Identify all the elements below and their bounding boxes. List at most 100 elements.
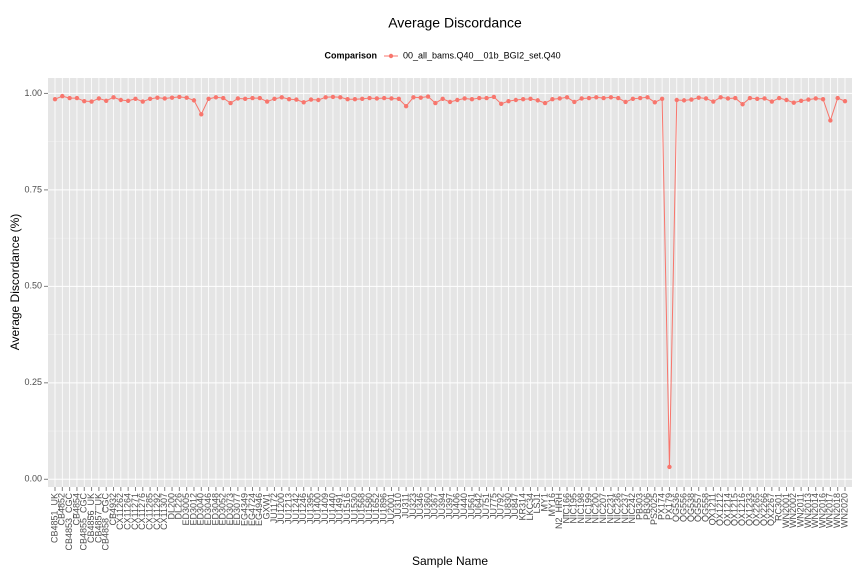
y-tick-label: 0.50 — [24, 281, 42, 291]
x-tick-label: QX1216 — [737, 493, 747, 526]
x-tick-label: PX179 — [664, 493, 674, 520]
data-point — [586, 95, 592, 101]
data-point — [162, 96, 167, 101]
data-point — [499, 101, 504, 107]
x-tick-label: QX1233 — [744, 493, 754, 526]
data-point — [308, 97, 314, 102]
x-tick-label: JU406 — [452, 493, 462, 519]
x-tick-label: QX1215 — [730, 493, 740, 526]
x-tick-label: WN2020 — [839, 493, 849, 528]
x-tick-label: ED3005 — [181, 493, 191, 526]
x-tick-label: QX1211 — [708, 493, 718, 525]
x-tick-label: JU1896 — [379, 493, 389, 524]
data-point — [301, 100, 306, 105]
x-tick-label: CB4857_UK — [93, 493, 103, 543]
x-tick-label: JU1568 — [357, 493, 367, 524]
x-tick-label: QG538 — [686, 493, 696, 522]
x-tick-label: ED3048 — [210, 493, 220, 526]
data-point — [316, 97, 321, 103]
data-point — [96, 96, 102, 101]
data-point — [637, 95, 643, 101]
data-point — [455, 97, 460, 103]
x-tick-label: JU1440 — [327, 493, 337, 524]
data-point — [367, 95, 372, 101]
x-tick-label: JU792 — [496, 493, 506, 519]
x-tick-label: WN2017 — [825, 493, 835, 528]
x-tick-label: PS2025 — [649, 493, 659, 525]
data-point — [330, 94, 336, 100]
x-tick-label: LKC34 — [525, 493, 535, 521]
x-tick-label: NIC198 — [576, 493, 586, 524]
data-point — [820, 97, 826, 102]
x-tick-label: EG4724 — [247, 493, 257, 526]
x-tick-label: JU323 — [408, 493, 418, 519]
x-tick-label: ED3052 — [218, 493, 228, 526]
x-tick-label: CB4851_UK — [49, 493, 59, 543]
x-tick-label: JU1409 — [320, 493, 330, 524]
x-tick-label: JU1516 — [342, 493, 352, 524]
x-tick-label: LSJ1 — [532, 493, 542, 514]
data-point — [235, 96, 241, 101]
x-tick-label: JU397 — [444, 493, 454, 519]
x-tick-label: PB303 — [635, 493, 645, 520]
x-tick-label: PX174 — [657, 493, 667, 520]
x-tick-label: JU360 — [422, 493, 432, 519]
y-tick-label: 1.00 — [24, 88, 42, 98]
data-point — [703, 96, 709, 101]
x-tick-label: JU1395 — [305, 493, 315, 524]
data-point — [769, 99, 775, 104]
x-tick-label: CX11264 — [123, 493, 133, 530]
x-tick-label: CX11285 — [144, 493, 154, 530]
x-tick-label: JU367 — [430, 493, 440, 519]
data-point — [542, 100, 548, 106]
x-tick-label: JU1200 — [276, 493, 286, 524]
data-point — [594, 95, 599, 100]
data-point — [82, 98, 87, 104]
data-point — [418, 95, 423, 100]
x-tick-label: CX11276 — [137, 493, 147, 530]
data-point — [506, 98, 511, 104]
data-point — [696, 95, 701, 100]
data-point — [440, 96, 445, 102]
data-point — [169, 95, 175, 100]
x-tick-label: CX11292 — [152, 493, 162, 530]
data-point — [279, 95, 284, 100]
data-point — [433, 100, 438, 106]
x-tick-label: JU775 — [488, 493, 498, 519]
x-tick-label: JU1242 — [291, 493, 301, 524]
x-tick-label: N2_HRH — [554, 493, 564, 529]
data-point — [381, 95, 387, 101]
data-point — [776, 95, 782, 101]
data-point — [125, 98, 131, 103]
x-tick-label: JU1246 — [298, 493, 308, 524]
data-point — [740, 102, 745, 107]
data-point — [477, 95, 482, 101]
x-tick-label: WN2011 — [795, 493, 805, 527]
data-point — [491, 94, 497, 100]
data-point — [762, 96, 767, 101]
x-tick-label: JU642 — [474, 493, 484, 519]
x-tick-label: QX2267 — [766, 493, 776, 526]
x-tick-label: QX1212 — [715, 493, 725, 526]
data-point — [199, 112, 204, 117]
data-point — [718, 95, 723, 100]
y-axis-title: Average Discordance (%) — [8, 214, 22, 351]
data-point — [535, 98, 540, 103]
data-point — [89, 99, 94, 104]
x-tick-label: QX1214 — [722, 493, 732, 526]
data-point — [425, 94, 431, 99]
x-tick-label: NIC200 — [591, 493, 601, 524]
data-point — [52, 97, 58, 102]
x-tick-label: EG4349 — [240, 493, 250, 526]
x-tick-label: QX2266 — [759, 493, 769, 526]
data-point — [264, 99, 270, 104]
x-tick-label: JU1172 — [269, 493, 279, 523]
data-point — [250, 95, 255, 101]
x-tick-label: CX11307 — [159, 493, 169, 530]
x-tick-label: QG558 — [700, 493, 710, 522]
data-point — [140, 99, 145, 104]
x-tick-label: CB4858_CGC — [101, 493, 111, 551]
chart-title: Average Discordance — [388, 15, 522, 31]
data-point — [228, 100, 233, 106]
x-tick-label: WN2001 — [781, 493, 791, 528]
